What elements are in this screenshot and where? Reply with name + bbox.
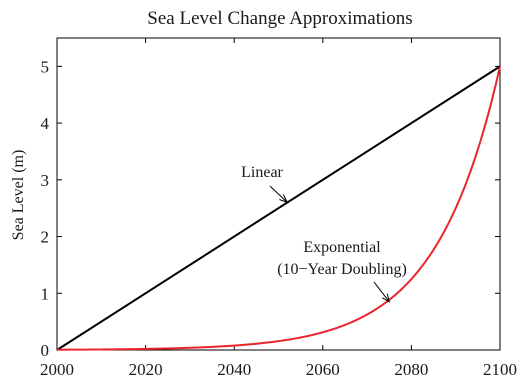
linear-arrowhead: [279, 194, 289, 204]
linear-series-line: [56, 65, 501, 351]
x-tick-label: 2000: [40, 360, 74, 379]
y-tick-label: 4: [41, 114, 50, 133]
x-tick-label: 2080: [394, 360, 428, 379]
exponential-annotation-label: Exponential: [303, 239, 381, 256]
plot-area: 2000 2020 2040 2060 2080 2100 0 1 2 3 4 5 Linear Expo…: [40, 37, 517, 379]
exponential-series-line: [56, 66, 501, 351]
linear-annotation-label: Linear: [241, 164, 283, 181]
y-tick-label: 1: [41, 284, 50, 303]
x-tick-label: 2060: [306, 360, 340, 379]
y-axis-label: Sea Level (m): [10, 150, 27, 241]
y-tick-label: 0: [41, 341, 50, 360]
x-tick-label: 2040: [217, 360, 251, 379]
chart-title: Sea Level Change Approximations: [147, 8, 412, 29]
plot-frame: [56, 37, 501, 351]
y-tick-label: 2: [41, 228, 50, 247]
y-tick-label: 3: [41, 171, 50, 190]
exponential-arrowhead: [382, 293, 391, 303]
x-tick-label: 2020: [129, 360, 163, 379]
exponential-annotation-sublabel: (10−Year Doubling): [277, 261, 407, 278]
exponential-annotation-arrow: [373, 281, 390, 303]
linear-annotation-arrow: [269, 185, 288, 203]
y-tick-label: 5: [41, 57, 50, 76]
x-tick-label: 2100: [483, 360, 517, 379]
